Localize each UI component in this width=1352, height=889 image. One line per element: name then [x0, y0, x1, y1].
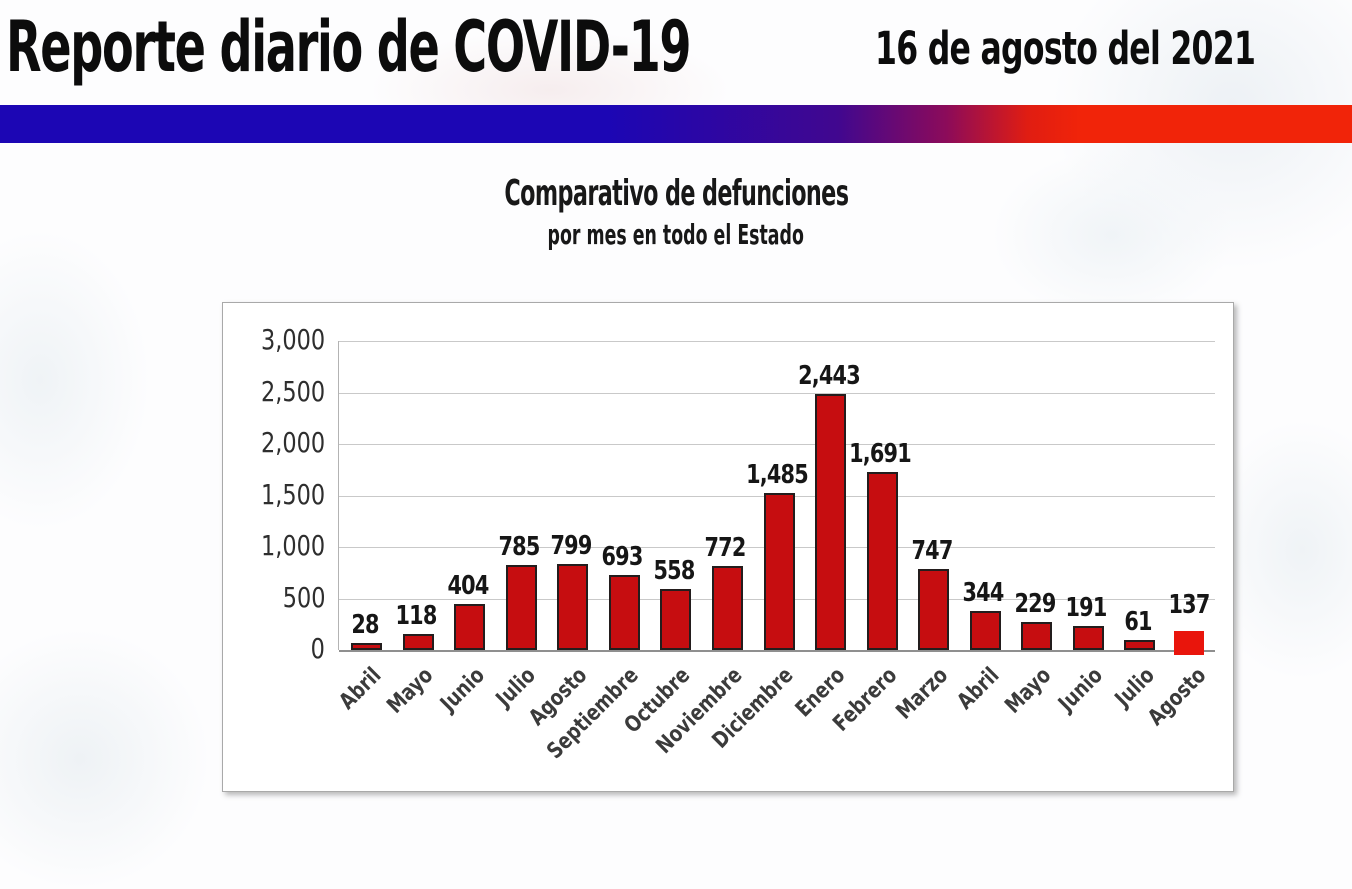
bar-noviembre-7: [711, 566, 743, 650]
gradient-divider: [0, 105, 1352, 143]
bar-octubre-6: [660, 589, 692, 650]
background-watermark: [0, 629, 210, 889]
bar-marzo-11: [918, 569, 950, 650]
x-axis-month-label: Abril: [334, 663, 387, 715]
bar-mayo-13: [1021, 622, 1053, 650]
y-axis-tick-label: 3,000: [260, 323, 325, 357]
gridline: [339, 650, 1215, 652]
bar-value-label: 785: [498, 532, 541, 562]
bar-value-label: 404: [447, 571, 489, 601]
chart-subtitle: por mes en todo el Estado: [547, 218, 805, 251]
page-title: Reporte diario de COVID-19: [6, 6, 692, 88]
bar-value-label: 772: [704, 533, 747, 563]
bar-value-label: 229: [1014, 589, 1056, 619]
y-axis-tick-label: 2,500: [260, 375, 325, 409]
bar-junio-14: [1072, 626, 1104, 650]
chart-panel: 3,000 2,500 2,000 1,500 1,000 500 0 28 Abril 118 M…: [222, 302, 1234, 792]
gridline: [339, 341, 1215, 342]
bar-julio-15: [1124, 640, 1156, 650]
bar-septiembre-5: [608, 575, 640, 650]
bar-value-label: 747: [911, 536, 953, 566]
report-date: 16 de agosto del 2021: [875, 22, 1256, 75]
y-axis-tick-label: 1,000: [260, 529, 325, 563]
bar-junio-2: [454, 604, 486, 650]
bar-diciembre-8: [763, 493, 795, 650]
bar-febrero-10: [866, 472, 898, 650]
bar-value-label: 137: [1168, 590, 1211, 620]
bar-value-label: 118: [395, 601, 438, 631]
x-axis-month-label: Junio: [435, 663, 490, 717]
y-axis-tick-label: 0: [310, 632, 325, 666]
bar-value-label: 1,691: [849, 439, 912, 469]
bar-value-label: 693: [601, 542, 644, 572]
chart-title: Comparativo de defunciones: [504, 173, 849, 214]
x-axis-month-label: Abril: [953, 663, 1005, 715]
bar-value-label: 61: [1124, 607, 1152, 637]
bar-agosto-16: [1174, 631, 1205, 655]
bar-value-label: 344: [962, 578, 1005, 608]
bar-value-label: 2,443: [797, 361, 861, 391]
bar-value-label: 1,485: [746, 460, 809, 490]
bar-enero-9: [815, 394, 847, 650]
bar-value-label: 799: [550, 531, 592, 561]
bar-value-label: 558: [653, 556, 695, 586]
bar-value-label: 28: [351, 610, 379, 640]
y-axis-tick-label: 500: [282, 581, 325, 615]
background-watermark: [0, 230, 150, 530]
x-axis-month-label: Mayo: [1000, 663, 1057, 719]
gridline: [339, 444, 1215, 445]
plot-area: 3,000 2,500 2,000 1,500 1,000 500 0 28 Abril 118 M…: [261, 323, 1215, 764]
bar-agosto-4: [557, 564, 589, 650]
bar-julio-3: [505, 565, 537, 650]
bar-abril-0: [351, 643, 383, 650]
x-axis-month-label: Junio: [1054, 663, 1108, 717]
bar-mayo-1: [402, 634, 434, 650]
y-axis-tick-label: 1,500: [260, 478, 325, 512]
gridline: [339, 393, 1215, 394]
x-axis-month-label: Mayo: [382, 663, 438, 719]
bar-abril-12: [969, 611, 1001, 650]
x-axis-month-label: Marzo: [891, 663, 954, 725]
bar-value-label: 191: [1065, 593, 1108, 623]
y-axis-tick-label: 2,000: [260, 426, 325, 460]
